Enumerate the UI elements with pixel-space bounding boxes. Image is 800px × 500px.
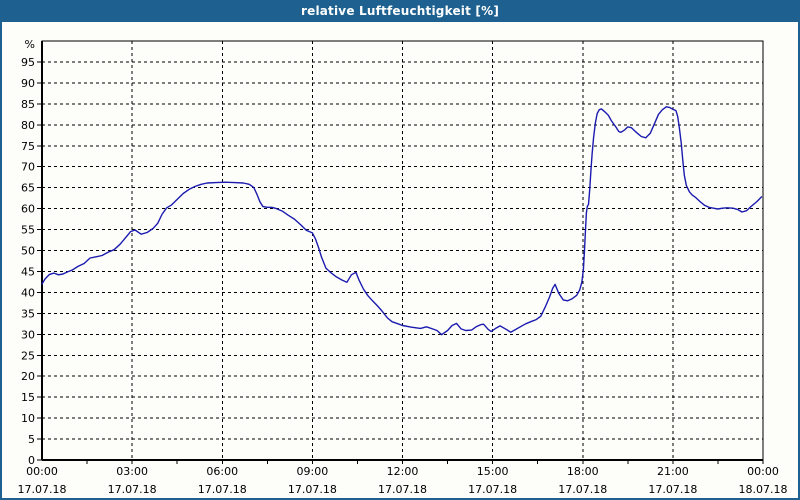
y-tick-label: 30 <box>21 328 35 341</box>
y-tick-label: 55 <box>21 224 35 237</box>
y-tick-label: 65 <box>21 182 35 195</box>
x-tick-date-label: 17.07.18 <box>558 483 607 496</box>
y-tick-label: 75 <box>21 140 35 153</box>
x-tick-time-label: 21:00 <box>657 465 689 478</box>
y-tick-label: 5 <box>28 433 35 446</box>
x-tick-time-label: 18:00 <box>567 465 599 478</box>
x-tick-time-label: 12:00 <box>387 465 419 478</box>
x-tick-time-label: 06:00 <box>206 465 238 478</box>
y-tick-label: 85 <box>21 98 35 111</box>
x-tick-date-label: 17.07.18 <box>648 483 697 496</box>
y-tick-label: 70 <box>21 161 35 174</box>
x-tick-date-label: 17.07.18 <box>108 483 157 496</box>
x-tick-time-label: 00:00 <box>747 465 779 478</box>
y-tick-label: 40 <box>21 286 35 299</box>
y-tick-label: 50 <box>21 245 35 258</box>
x-tick-time-label: 15:00 <box>477 465 509 478</box>
chart-title: relative Luftfeuchtigkeit [%] <box>300 4 500 18</box>
x-tick-time-label: 09:00 <box>297 465 329 478</box>
x-tick-date-label: 18.07.18 <box>739 483 788 496</box>
y-tick-label: 20 <box>21 370 35 383</box>
title-bar: relative Luftfeuchtigkeit [%] <box>2 0 798 22</box>
x-tick-date-label: 17.07.18 <box>198 483 247 496</box>
y-axis-unit-label: % <box>25 38 35 51</box>
y-tick-label: 0 <box>28 454 35 467</box>
y-tick-label: 25 <box>21 349 35 362</box>
x-tick-date-label: 17.07.18 <box>288 483 337 496</box>
humidity-chart: 0 5 10 15 20 25 30 35 40 45 50 55 60 65 70 75 80 85 90 95% 0… <box>18 38 788 496</box>
x-tick-date-label: 17.07.18 <box>378 483 427 496</box>
x-tick-date-label: 17.07.18 <box>18 483 67 496</box>
x-tick-time-label: 03:00 <box>116 465 148 478</box>
x-tick-date-label: 17.07.18 <box>468 483 517 496</box>
humidity-line <box>41 106 763 336</box>
y-tick-label: 45 <box>21 265 35 278</box>
y-tick-label: 60 <box>21 203 35 216</box>
y-tick-label: 80 <box>21 119 35 132</box>
y-tick-label: 90 <box>21 77 35 90</box>
x-tick-time-label: 00:00 <box>26 465 58 478</box>
y-tick-label: 10 <box>21 412 35 425</box>
y-tick-label: 35 <box>21 307 35 320</box>
y-tick-label: 15 <box>21 391 35 404</box>
y-tick-label: 95 <box>21 56 35 69</box>
